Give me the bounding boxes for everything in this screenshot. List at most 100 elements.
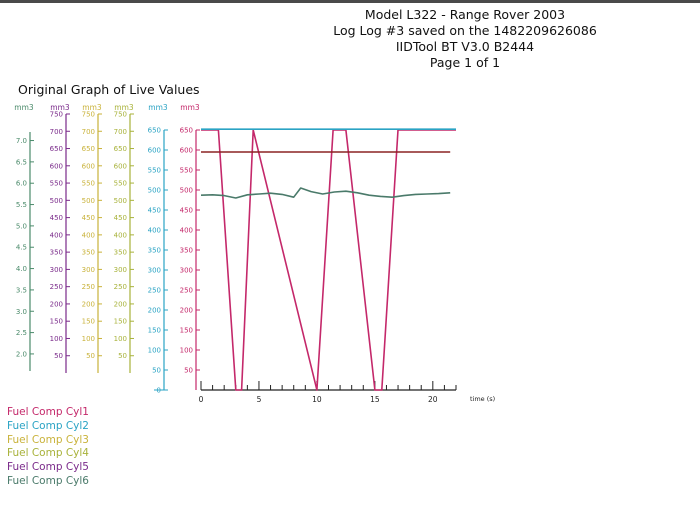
x-axis-tick-label: 20 (428, 395, 438, 404)
axis-tick-label: 350 (180, 247, 193, 255)
axis-tick-label: 600 (148, 147, 161, 155)
axis-tick-label: 450 (114, 214, 127, 222)
axis-tick-label: 200 (50, 300, 63, 308)
legend-item: Fuel Comp Cyl2 (7, 419, 89, 432)
axis-tick-label: 550 (50, 180, 63, 188)
axis-tick-label: 150 (180, 327, 193, 335)
axis-tick-label: 250 (114, 283, 127, 291)
x-axis-tick-label: 10 (312, 395, 322, 404)
axis-tick-label: 550 (82, 180, 95, 188)
axis-tick-label: 3.5 (16, 286, 27, 294)
axis-tick-label: 500 (82, 197, 95, 205)
axis-unit-label: mm3 (14, 103, 34, 112)
axis-tick-label: 750 (50, 111, 63, 119)
axis-tick-label: 150 (50, 318, 63, 326)
model-line: Model L322 - Range Rover 2003 (364, 7, 566, 22)
axis-tick-label: 500 (148, 187, 161, 195)
axis-tick-label: 100 (82, 335, 95, 343)
x-axis-label: time (s) (470, 395, 495, 403)
axis-tick-label: 0 (157, 387, 161, 395)
legend-item: Fuel Comp Cyl3 (7, 433, 89, 446)
x-axis-tick-label: 15 (370, 395, 380, 404)
axis-tick-label: 700 (50, 128, 63, 136)
axis-tick-label: 500 (50, 197, 63, 205)
axis-tick-label: 250 (50, 283, 63, 291)
axis-tick-label: 300 (180, 267, 193, 275)
axis-tick-label: 300 (50, 266, 63, 274)
graph-title: Original Graph of Live Values (18, 82, 200, 97)
axis-tick-label: 450 (180, 207, 193, 215)
axis-unit-label: mm3 (148, 103, 168, 112)
axis-unit-label: mm3 (50, 103, 70, 112)
axis-tick-label: 600 (180, 147, 193, 155)
axis-tick-label: 2.0 (16, 350, 27, 358)
axis-tick-label: 750 (82, 111, 95, 119)
x-axis-tick-label: 0 (199, 395, 204, 404)
tool-line: IIDTool BT V3.0 B2444 (395, 39, 535, 54)
top-border (0, 0, 700, 3)
axis-tick-label: 7.0 (16, 137, 27, 145)
axis-tick-label: 650 (148, 127, 161, 135)
axis-tick-label: 400 (114, 231, 127, 239)
axis-tick-label: 600 (82, 162, 95, 170)
axis-tick-label: 200 (148, 307, 161, 315)
axis-tick-label: 5.5 (16, 201, 27, 209)
axis-tick-label: 200 (114, 300, 127, 308)
axis-tick-label: 100 (114, 335, 127, 343)
axis-tick-label: 100 (148, 347, 161, 355)
axis-tick-label: 250 (148, 287, 161, 295)
axis-tick-label: 350 (148, 247, 161, 255)
legend-item: Fuel Comp Cyl1 (7, 406, 89, 418)
legend-item: Fuel Comp Cyl5 (7, 461, 89, 474)
axis-tick-label: 250 (180, 287, 193, 295)
series-line-fuel-comp-cyl6 (200, 187, 451, 199)
axis-tick-label: 50 (86, 352, 95, 360)
axis-tick-label: 550 (114, 180, 127, 188)
axis-tick-label: 550 (180, 167, 193, 175)
axis-tick-label: 4.5 (16, 244, 27, 252)
axis-unit-label: mm3 (114, 103, 134, 112)
page-line: Page 1 of 1 (429, 55, 501, 70)
axis-tick-label: 350 (50, 249, 63, 257)
axis-tick-label: 400 (180, 227, 193, 235)
axis-tick-label: 150 (82, 318, 95, 326)
axis-unit-label: mm3 (82, 103, 102, 112)
axis-tick-label: 150 (148, 327, 161, 335)
axis-unit-label: mm3 (180, 103, 200, 112)
axis-tick-label: 300 (114, 266, 127, 274)
axis-tick-label: 50 (152, 367, 161, 375)
axis-tick-label: 350 (82, 249, 95, 257)
axis-tick-label: 50 (184, 367, 193, 375)
axis-tick-label: 450 (50, 214, 63, 222)
axis-tick-label: 700 (114, 128, 127, 136)
axis-tick-label: 250 (82, 283, 95, 291)
axis-tick-label: 500 (114, 197, 127, 205)
axis-tick-label: 700 (82, 128, 95, 136)
axis-tick-label: 6.5 (16, 158, 27, 166)
axis-tick-label: 500 (180, 187, 193, 195)
axis-tick-label: 50 (54, 352, 63, 360)
axis-tick-label: 400 (148, 227, 161, 235)
axis-tick-label: 300 (148, 267, 161, 275)
axis-tick-label: 450 (82, 214, 95, 222)
x-axis-tick-label: 5 (257, 395, 262, 404)
legend: Fuel Comp Cyl1 Fuel Comp Cyl2 Fuel Comp … (7, 406, 89, 489)
axis-tick-label: 100 (180, 347, 193, 355)
axis-tick-label: 3.0 (16, 308, 27, 316)
axis-tick-label: 100 (50, 335, 63, 343)
axis-tick-label: 600 (50, 162, 63, 170)
series-line-fuel-comp-cyl1 (201, 129, 456, 391)
axis-tick-label: 5.0 (16, 222, 27, 230)
legend-item: Fuel Comp Cyl6 (7, 474, 89, 487)
axis-tick-label: 50 (118, 352, 127, 360)
axis-tick-label: 2.5 (16, 329, 27, 337)
axis-tick-label: 600 (114, 162, 127, 170)
axis-tick-label: 650 (114, 145, 127, 153)
axis-tick-label: 200 (82, 300, 95, 308)
axis-tick-label: 650 (180, 127, 193, 135)
axis-tick-label: 650 (82, 145, 95, 153)
axis-tick-label: 650 (50, 145, 63, 153)
axis-tick-label: 4.0 (16, 265, 27, 273)
axis-tick-label: 6.0 (16, 180, 27, 188)
